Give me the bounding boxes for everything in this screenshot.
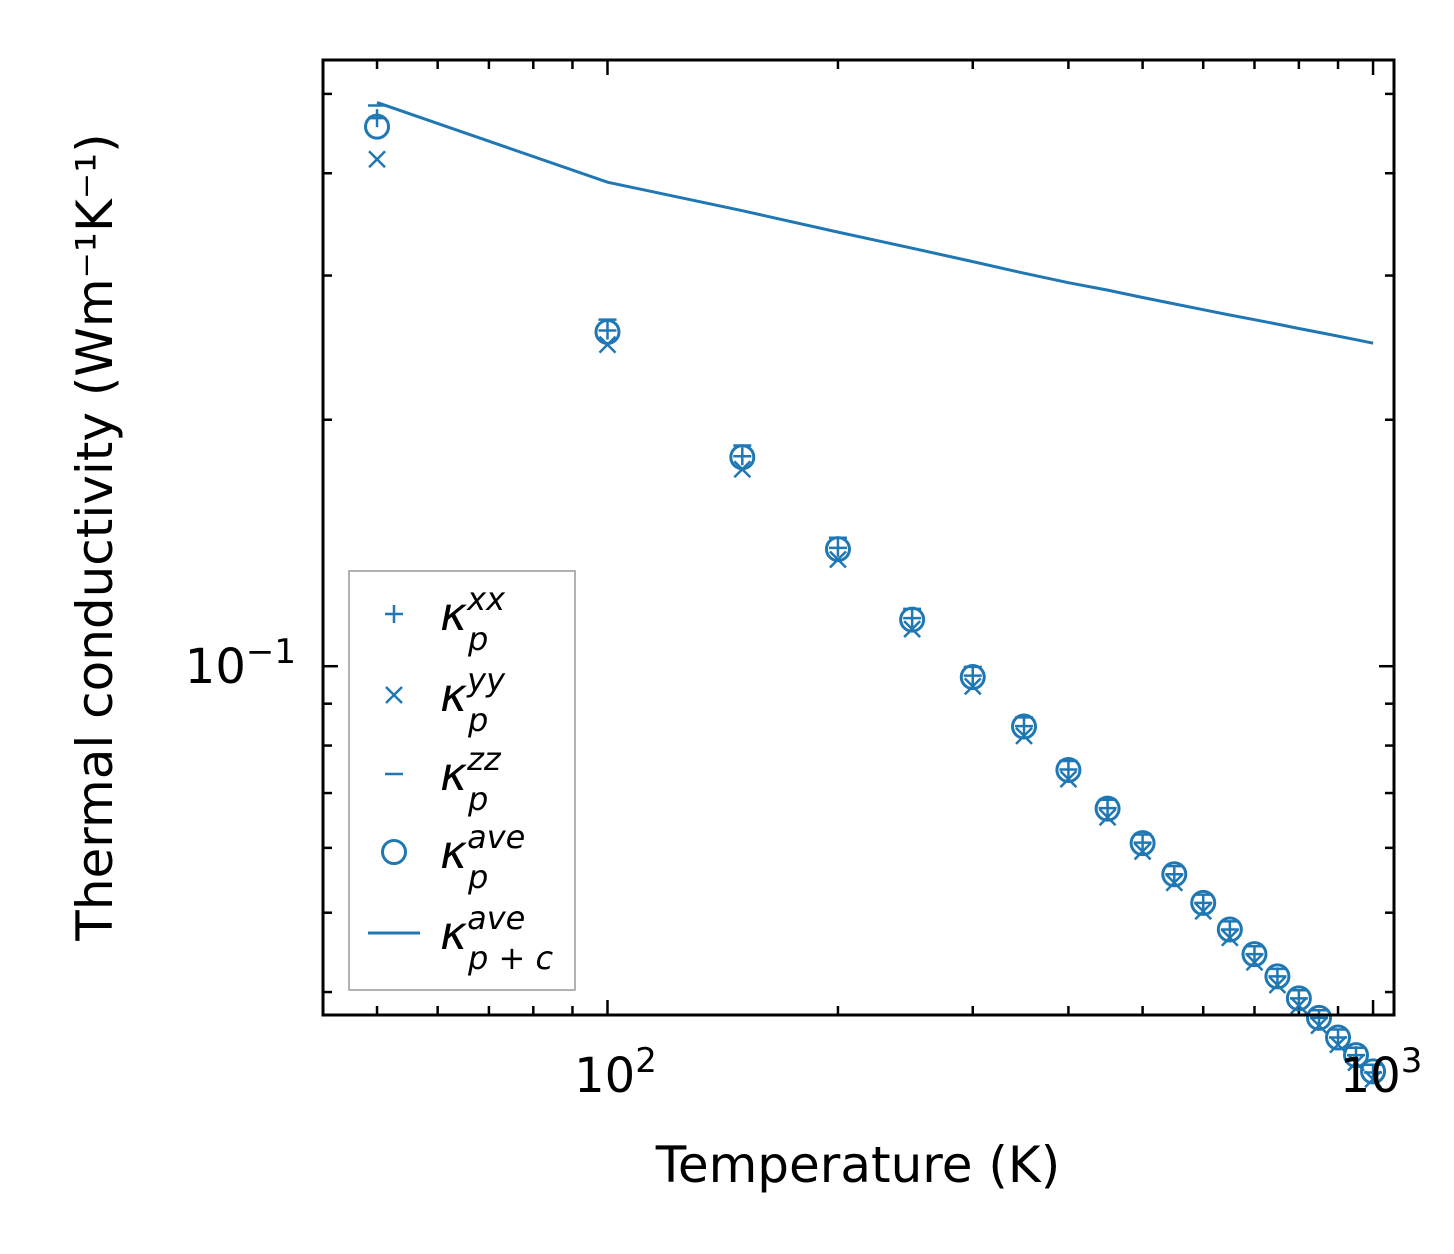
x-marker-b (1289, 996, 1308, 1015)
data-point-yy (1364, 1070, 1382, 1089)
y-axis-label: Thermal conductivity (Wm⁻¹K⁻¹) (66, 133, 124, 941)
data-point-yy (1133, 842, 1152, 861)
legend-entry-yy: κyy p (385, 661, 506, 739)
data-point-yy (1268, 976, 1287, 994)
data-point-ave (1011, 713, 1038, 740)
data-point-xx (1098, 799, 1117, 818)
x-marker-b (1015, 727, 1033, 745)
legend-entry-xx: κxx p (385, 580, 506, 658)
x-marker (385, 686, 403, 704)
data-point-xx (1133, 833, 1152, 852)
data-point-yy (1194, 902, 1213, 921)
data-point-ave (1129, 830, 1156, 857)
data-point-ave (1306, 1004, 1333, 1031)
data-point-xx (903, 609, 922, 628)
x-marker-b (1220, 928, 1239, 947)
data-point-xx (1059, 760, 1078, 779)
data-point-ave (1241, 941, 1268, 968)
data-point-yy (1245, 953, 1264, 972)
data-point-yy (903, 620, 922, 638)
data-point-ave (1190, 889, 1217, 916)
data-point-yy (963, 677, 982, 696)
legend-entry-p-c-ave: κave p + c (368, 899, 553, 977)
circle-marker (381, 839, 407, 865)
legend-label: κxx p (440, 580, 506, 658)
tick-labels: 102 103 10−1 (185, 632, 1423, 1104)
x-marker-b (1098, 808, 1117, 827)
data-point-ave (959, 664, 986, 691)
data-point-xx (1245, 945, 1264, 964)
data-point-ave (1360, 1058, 1387, 1085)
data-point-yy (1310, 1016, 1328, 1035)
x-marker-b (1364, 1070, 1382, 1089)
x-tick-label: 102 (574, 1041, 657, 1104)
x-marker-b (1133, 842, 1152, 861)
data-point-ave (899, 606, 926, 633)
legend-entry-zz: κzz p (385, 740, 502, 818)
x-marker-b (1059, 770, 1078, 788)
x-marker-b (1268, 976, 1287, 994)
x-axis-label: Temperature (K) (655, 1136, 1060, 1194)
data-point-yy (1220, 928, 1239, 947)
data-point-xx (1165, 865, 1184, 884)
data-point-yy (368, 150, 386, 169)
data-point-ave (1264, 963, 1291, 990)
x-marker-b (903, 620, 922, 638)
y-tick-label: 10−1 (185, 632, 296, 695)
legend-box (348, 570, 576, 991)
data-point-xx (1194, 893, 1213, 912)
plus-marker (385, 605, 403, 623)
legend-label: κyy p (440, 661, 506, 739)
x-marker-b (368, 150, 386, 169)
series-ave (364, 113, 1387, 1085)
x-marker-b (1310, 1016, 1328, 1035)
data-point-yy (1289, 996, 1308, 1015)
x-marker-b (1165, 873, 1184, 892)
data-point-ave (594, 318, 621, 345)
legend-label: κzz p (440, 740, 502, 818)
data-point-ave (1055, 756, 1082, 783)
data-point-xx (598, 321, 617, 340)
data-point-xx (1220, 920, 1239, 939)
data-point-ave (364, 113, 391, 140)
legend-label: κave p + c (440, 899, 553, 977)
legend-entry-ave: κave p (381, 818, 525, 896)
data-point-yy (1165, 873, 1184, 892)
data-point-xx (1268, 967, 1287, 986)
series-line (376, 101, 1374, 345)
data-point-ave (1216, 916, 1243, 943)
data-point-ave (1343, 1042, 1370, 1069)
series-p-c-ave (376, 101, 1374, 345)
x-marker-b (1194, 902, 1213, 921)
x-marker-b (1347, 1053, 1365, 1072)
x-marker-b (1245, 953, 1264, 972)
plot-frame (321, 58, 1396, 1017)
x-marker-b (1329, 1035, 1347, 1054)
data-point-ave (824, 536, 851, 563)
data-point-xx (963, 666, 982, 685)
data-point-yy (1015, 727, 1033, 745)
data-point-ave (1094, 795, 1121, 822)
x-tick-label: 103 (1340, 1041, 1423, 1104)
x-marker-b (963, 677, 982, 696)
data-point-ave (729, 444, 756, 471)
data-point-yy (1098, 808, 1117, 827)
data-point-xx (733, 447, 752, 466)
data-point-ave (1325, 1024, 1352, 1051)
data-point-xx (1015, 717, 1034, 736)
data-point-xx (828, 538, 847, 557)
series-yy (368, 150, 1382, 1089)
data-point-yy (1329, 1035, 1347, 1054)
x-marker-b (385, 686, 403, 704)
data-point-yy (1059, 770, 1078, 788)
plot-area (364, 101, 1387, 1089)
data-point-ave (1161, 861, 1188, 888)
legend-label: κave p (440, 818, 525, 896)
data-point-ave (1285, 985, 1312, 1012)
